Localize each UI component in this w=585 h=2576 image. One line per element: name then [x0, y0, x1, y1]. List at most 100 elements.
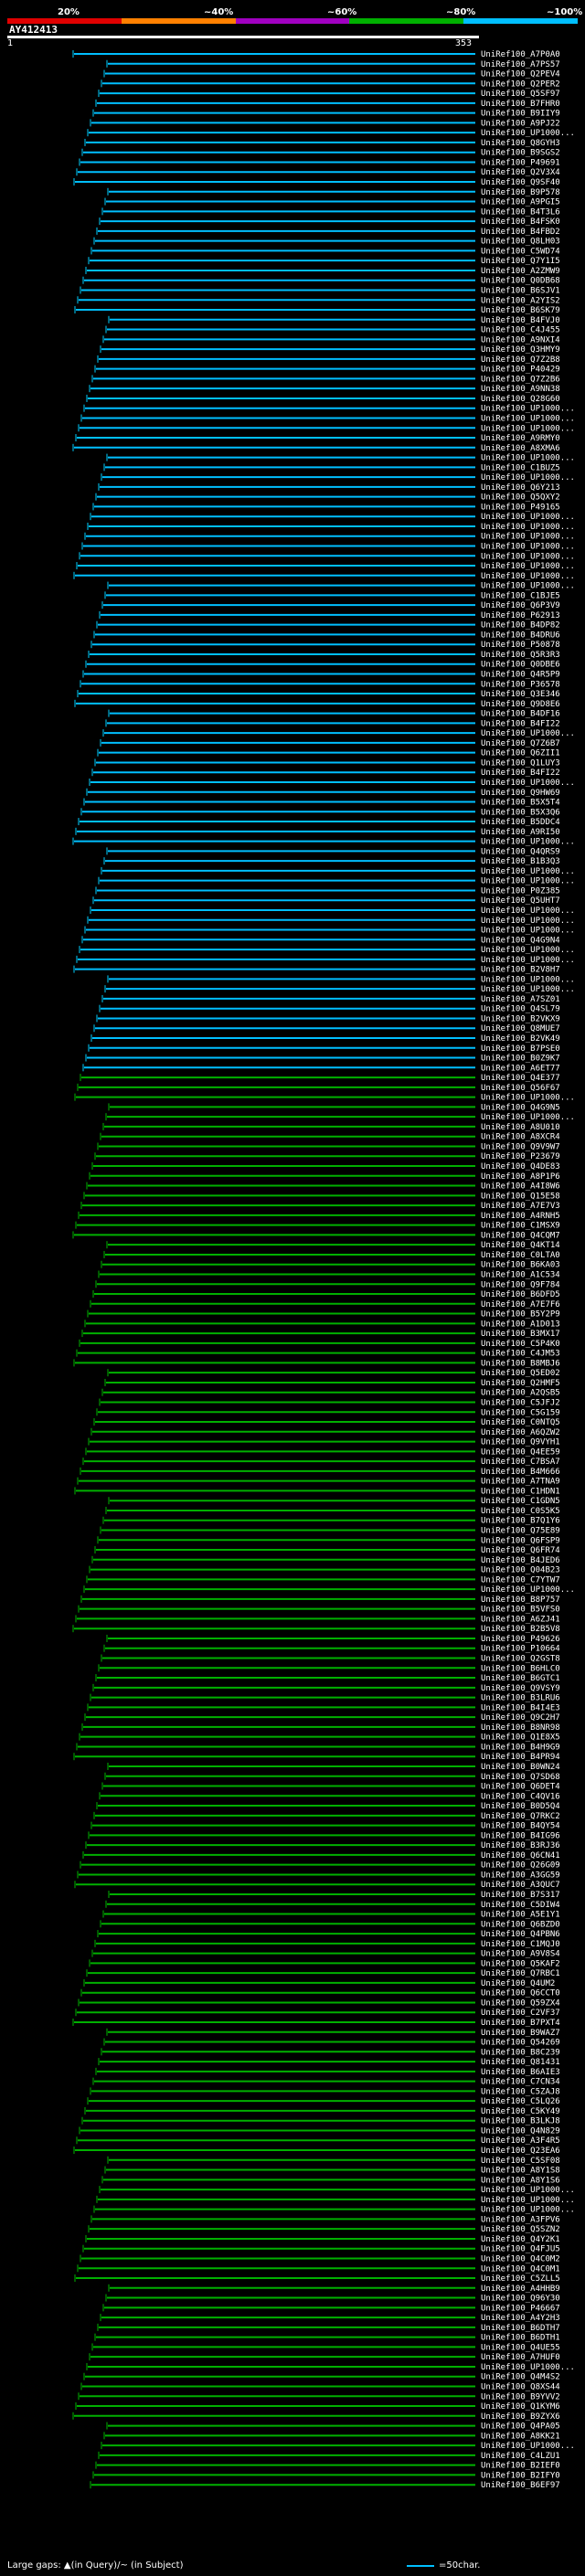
hit-label[interactable]: UniRef100_Q4PA05 — [481, 2422, 560, 2432]
hit-label[interactable]: UniRef100_C4J455 — [481, 326, 560, 335]
hit-label[interactable]: UniRef100_A3F4R5 — [481, 2136, 560, 2146]
hit-label[interactable]: UniRef100_Q2V3X4 — [481, 168, 560, 177]
hit-label[interactable]: UniRef100_A8XCR4 — [481, 1133, 560, 1142]
hit-label[interactable]: UniRef100_A6QZW2 — [481, 1428, 560, 1437]
hit-label[interactable]: UniRef100_C1GDN5 — [481, 1497, 560, 1506]
hit-label[interactable]: UniRef100_Q81431 — [481, 2058, 560, 2067]
hit-label[interactable]: UniRef100_B5X5T4 — [481, 799, 560, 808]
hit-label[interactable]: UniRef100_A7TNA9 — [481, 1478, 560, 1487]
hit-label[interactable]: UniRef100_A7P0A0 — [481, 50, 560, 59]
hit-label[interactable]: UniRef100_UP1000... — [481, 1094, 575, 1103]
hit-label[interactable]: UniRef100_UP1000... — [481, 405, 575, 414]
hit-label[interactable]: UniRef100_UP1000... — [481, 2363, 575, 2372]
hit-label[interactable]: UniRef100_B4T3L6 — [481, 207, 560, 217]
hit-label[interactable]: UniRef100_UP1000... — [481, 543, 575, 552]
hit-label[interactable]: UniRef100_Q0DBE6 — [481, 661, 560, 670]
hit-label[interactable]: UniRef100_C4LZU1 — [481, 2452, 560, 2461]
hit-label[interactable]: UniRef100_Q9V9W7 — [481, 1142, 560, 1151]
hit-label[interactable]: UniRef100_B8C239 — [481, 2048, 560, 2057]
hit-label[interactable]: UniRef100_Q15E58 — [481, 1192, 560, 1201]
hit-label[interactable]: UniRef100_Q4M4S2 — [481, 2373, 560, 2382]
hit-label[interactable]: UniRef100_UP1000... — [481, 906, 575, 916]
hit-label[interactable]: UniRef100_B7PSE0 — [481, 1044, 560, 1054]
hit-label[interactable]: UniRef100_A4Y2H3 — [481, 2314, 560, 2323]
hit-label[interactable]: UniRef100_UP1000... — [481, 572, 575, 581]
hit-label[interactable]: UniRef100_B3LRU6 — [481, 1694, 560, 1703]
hit-label[interactable]: UniRef100_B4FSK0 — [481, 217, 560, 227]
hit-label[interactable]: UniRef100_B4QY54 — [481, 1822, 560, 1831]
hit-label[interactable]: UniRef100_Q04B23 — [481, 1566, 560, 1575]
hit-label[interactable]: UniRef100_Q4C0M2 — [481, 2254, 560, 2263]
hit-label[interactable]: UniRef100_B0D5Q4 — [481, 1802, 560, 1811]
hit-label[interactable]: UniRef100_Q9VSY9 — [481, 1684, 560, 1693]
hit-label[interactable]: UniRef100_P40429 — [481, 366, 560, 375]
hit-label[interactable]: UniRef100_Q4G9N5 — [481, 1103, 560, 1112]
hit-label[interactable]: UniRef100_A1D013 — [481, 1320, 560, 1329]
hit-label[interactable]: UniRef100_Q3E346 — [481, 690, 560, 699]
hit-label[interactable]: UniRef100_C0S5K5 — [481, 1507, 560, 1516]
hit-label[interactable]: UniRef100_UP1000... — [481, 985, 575, 994]
hit-label[interactable]: UniRef100_B4DRU6 — [481, 631, 560, 640]
hit-label[interactable]: UniRef100_Q5QXY2 — [481, 493, 560, 503]
hit-label[interactable]: UniRef100_Q6FR74 — [481, 1546, 560, 1555]
hit-label[interactable]: UniRef100_C5WD74 — [481, 247, 560, 256]
hit-label[interactable]: UniRef100_C5DIW4 — [481, 1901, 560, 1910]
hit-label[interactable]: UniRef100_B2V8H7 — [481, 966, 560, 975]
hit-label[interactable]: UniRef100_A9RMY0 — [481, 434, 560, 443]
hit-label[interactable]: UniRef100_A7E7V3 — [481, 1202, 560, 1211]
hit-label[interactable]: UniRef100_B6AIE3 — [481, 2068, 560, 2077]
hit-label[interactable]: UniRef100_B4M666 — [481, 1468, 560, 1477]
hit-label[interactable]: UniRef100_B9ZYX6 — [481, 2412, 560, 2422]
hit-label[interactable]: UniRef100_A9NXI4 — [481, 335, 560, 345]
hit-label[interactable]: UniRef100_C5ZLL5 — [481, 2274, 560, 2284]
hit-label[interactable]: UniRef100_A2QSB5 — [481, 1389, 560, 1398]
hit-label[interactable]: UniRef100_Q4UE55 — [481, 2343, 560, 2352]
hit-label[interactable]: UniRef100_Q4QRS9 — [481, 847, 560, 856]
hit-label[interactable]: UniRef100_A4RNH5 — [481, 1212, 560, 1221]
hit-label[interactable]: UniRef100_P49626 — [481, 1635, 560, 1644]
hit-label[interactable]: UniRef100_Q4PBN6 — [481, 1930, 560, 1939]
hit-label[interactable]: UniRef100_Q8LH03 — [481, 238, 560, 247]
hit-label[interactable]: UniRef100_C7CN34 — [481, 2078, 560, 2087]
hit-label[interactable]: UniRef100_B3MX17 — [481, 1330, 560, 1339]
hit-label[interactable]: UniRef100_Q4FJU5 — [481, 2245, 560, 2254]
hit-label[interactable]: UniRef100_Q4Y2K1 — [481, 2235, 560, 2244]
hit-label[interactable]: UniRef100_C5G159 — [481, 1408, 560, 1417]
hit-label[interactable]: UniRef100_B9IIY9 — [481, 110, 560, 119]
hit-label[interactable]: UniRef100_UP1000... — [481, 473, 575, 482]
hit-label[interactable]: UniRef100_Q5SF97 — [481, 90, 560, 99]
hit-label[interactable]: UniRef100_B7S317 — [481, 1891, 560, 1900]
hit-label[interactable]: UniRef100_C1MSX9 — [481, 1222, 560, 1231]
hit-label[interactable]: UniRef100_UP1000... — [481, 867, 575, 876]
hit-label[interactable]: UniRef100_Q2PER2 — [481, 80, 560, 89]
hit-label[interactable]: UniRef100_B0WN24 — [481, 1763, 560, 1772]
hit-label[interactable]: UniRef100_B4IG96 — [481, 1831, 560, 1840]
hit-label[interactable]: UniRef100_B6SK79 — [481, 306, 560, 315]
hit-label[interactable]: UniRef100_Q2PEV4 — [481, 70, 560, 80]
hit-label[interactable]: UniRef100_B6KA03 — [481, 1261, 560, 1270]
hit-label[interactable]: UniRef100_A7PS57 — [481, 60, 560, 69]
hit-label[interactable]: UniRef100_B6DTH7 — [481, 2324, 560, 2333]
hit-label[interactable]: UniRef100_C7BSA7 — [481, 1458, 560, 1467]
hit-label[interactable]: UniRef100_A7E7F6 — [481, 1300, 560, 1309]
hit-label[interactable]: UniRef100_Q96Y30 — [481, 2295, 560, 2304]
hit-label[interactable]: UniRef100_A9V8S4 — [481, 1950, 560, 1959]
hit-label[interactable]: UniRef100_C7YTW7 — [481, 1575, 560, 1585]
hit-label[interactable]: UniRef100_P10664 — [481, 1645, 560, 1654]
hit-label[interactable]: UniRef100_Q5R3R3 — [481, 651, 560, 660]
hit-label[interactable]: UniRef100_B4H9G9 — [481, 1743, 560, 1752]
hit-label[interactable]: UniRef100_A7HUF0 — [481, 2353, 560, 2362]
hit-label[interactable]: UniRef100_A3GG59 — [481, 1871, 560, 1880]
hit-label[interactable]: UniRef100_B2VKX9 — [481, 1014, 560, 1023]
hit-label[interactable]: UniRef100_C2VF37 — [481, 2009, 560, 2018]
hit-label[interactable]: UniRef100_B2B5V8 — [481, 1625, 560, 1634]
hit-label[interactable]: UniRef100_UP1000... — [481, 927, 575, 936]
hit-label[interactable]: UniRef100_UP1000... — [481, 779, 575, 788]
hit-label[interactable]: UniRef100_Q3HMY9 — [481, 345, 560, 355]
hit-label[interactable]: UniRef100_Q6FSP9 — [481, 1536, 560, 1545]
hit-label[interactable]: UniRef100_UP1000... — [481, 2206, 575, 2215]
hit-label[interactable]: UniRef100_UP1000... — [481, 414, 575, 423]
hit-label[interactable]: UniRef100_B4FBD2 — [481, 228, 560, 237]
hit-label[interactable]: UniRef100_UP1000... — [481, 424, 575, 433]
hit-label[interactable]: UniRef100_Q1LUY3 — [481, 758, 560, 768]
